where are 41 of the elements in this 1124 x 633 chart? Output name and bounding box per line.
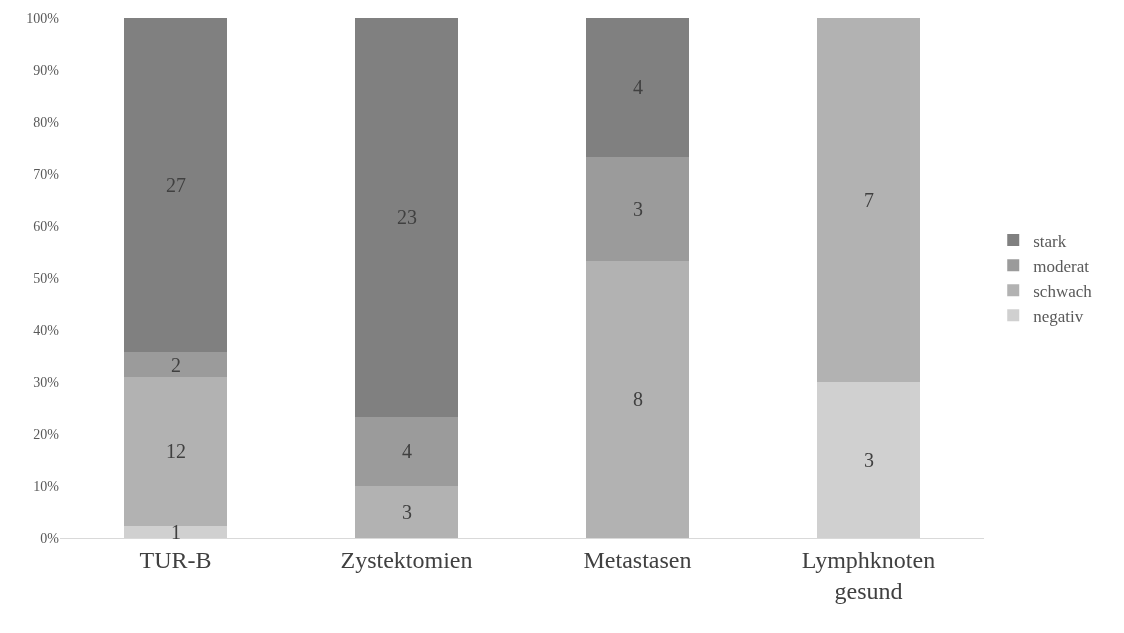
x-tick-label: Zystektomien — [340, 546, 473, 573]
annotation: 23 — [397, 206, 417, 228]
annotation: 12 — [166, 440, 186, 462]
annotation: 3 — [402, 501, 412, 523]
y-tick-label: 60% — [33, 218, 60, 234]
legend-label: schwach — [1033, 281, 1093, 301]
bar — [585, 156, 690, 261]
y-tick-label: 80% — [33, 114, 60, 130]
bar — [354, 18, 459, 417]
legend-label: stark — [1033, 231, 1067, 251]
y-tick-label: 10% — [33, 478, 60, 494]
annotation: 8 — [633, 388, 643, 410]
annotation: 7 — [864, 189, 874, 211]
x-tick-label: Lymphknoten gesund — [801, 546, 936, 604]
bar — [354, 416, 459, 486]
bar — [354, 486, 459, 538]
x-tick-label: TUR-B — [139, 546, 212, 573]
legend-label: negativ — [1033, 306, 1084, 326]
y-tick-label: 20% — [33, 426, 60, 442]
y-tick-label: 0% — [40, 530, 60, 546]
bar — [585, 260, 690, 538]
y-tick-label: 40% — [33, 322, 60, 338]
annotation: 4 — [402, 440, 412, 462]
annotation: 27 — [166, 174, 186, 196]
annotation: 4 — [633, 76, 643, 98]
annotation: 2 — [171, 354, 181, 376]
annotation: 3 — [864, 449, 874, 471]
bar — [123, 376, 228, 526]
bar — [123, 352, 228, 377]
y-tick-label: 50% — [33, 270, 60, 286]
bar — [585, 18, 690, 157]
y-tick-label: 30% — [33, 374, 60, 390]
x-tick-label: Metastasen — [583, 546, 692, 573]
y-tick-label: 100% — [26, 10, 60, 26]
legend-label: moderat — [1033, 256, 1090, 276]
y-tick-label: 70% — [33, 166, 60, 182]
y-tick-label: 90% — [33, 62, 60, 78]
annotation: 3 — [633, 198, 643, 220]
bar — [816, 18, 921, 382]
bar — [123, 18, 228, 353]
annotation: 1 — [171, 521, 181, 543]
